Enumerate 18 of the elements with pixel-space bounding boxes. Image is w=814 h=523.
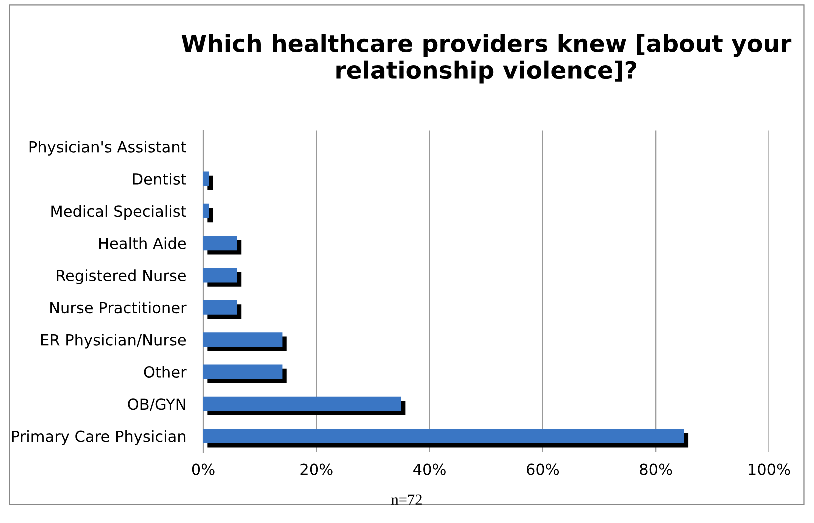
- y-tick-label: Medical Specialist: [52, 205, 186, 220]
- x-tick-label: 60%: [527, 464, 560, 476]
- x-tick-label: 40%: [414, 464, 446, 476]
- y-tick-label: Dentist: [133, 173, 186, 186]
- chart-title: Which healthcare providers knew [about your relationship violence]?: [182, 34, 792, 84]
- x-tick-label: 100%: [749, 464, 790, 476]
- y-tick-label: Physician's Assistant: [30, 141, 186, 156]
- y-tick-label: Other: [144, 366, 187, 378]
- y-tick-label: Health Aide: [100, 238, 186, 250]
- y-tick-label: Primary Care Physician: [12, 430, 186, 446]
- y-tick-label: Nurse Practitioner: [50, 302, 187, 314]
- x-tick-label: 80%: [640, 464, 672, 476]
- y-tick-label: OB/GYN: [128, 398, 186, 412]
- y-tick-label: Registered Nurse: [57, 270, 186, 284]
- x-tick-label: 0%: [192, 464, 215, 476]
- x-tick-label: 20%: [300, 464, 333, 476]
- y-tick-label: ER Physician/Nurse: [41, 334, 186, 349]
- text: n=72: [392, 494, 422, 505]
